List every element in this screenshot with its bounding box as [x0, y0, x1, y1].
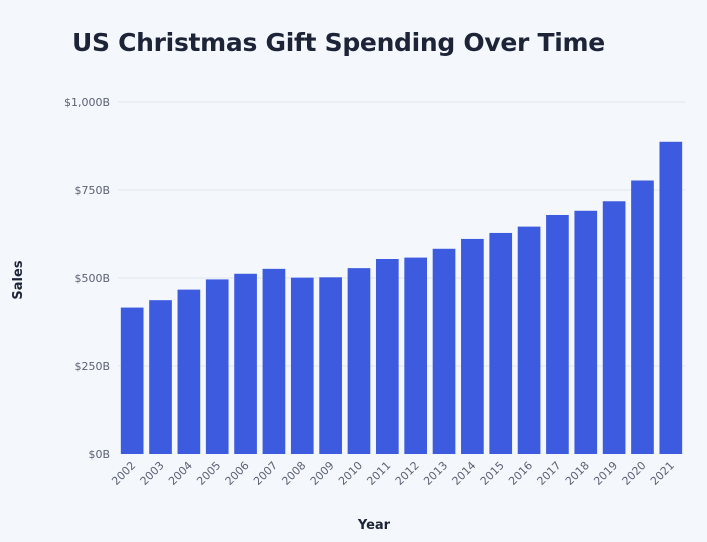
chart-title: US Christmas Gift Spending Over Time [72, 28, 605, 57]
bar-2014 [461, 238, 484, 454]
x-tick-label: 2021 [648, 459, 677, 488]
bar-2002 [120, 307, 144, 454]
bar-2018 [574, 210, 598, 454]
y-tick-label: $250B [74, 360, 110, 373]
x-tick-label: 2014 [450, 459, 479, 488]
x-tick-label: 2007 [251, 459, 280, 488]
x-tick-label: 2016 [506, 459, 535, 488]
x-tick-label: 2005 [194, 459, 223, 488]
x-axis-ticks: 2002 2003 2004 2005 2006 2007 2008 2009 2010 2011… [109, 459, 677, 488]
y-axis-ticks: $0B $250B $500B $750B $1,000B [64, 96, 110, 461]
bar-2003 [149, 300, 172, 454]
x-tick-label: 2015 [478, 459, 507, 488]
bar-2005 [205, 279, 229, 454]
bar-2011 [375, 258, 399, 454]
x-tick-label: 2002 [109, 459, 138, 488]
y-tick-label: $500B [74, 272, 110, 285]
x-tick-label: 2004 [166, 459, 195, 488]
bar-2015 [489, 232, 513, 454]
y-tick-label: $1,000B [64, 96, 110, 109]
bar-2009 [319, 277, 342, 454]
bar-2021 [659, 141, 683, 454]
bar-2006 [234, 273, 257, 454]
bar-2016 [517, 226, 541, 454]
bar-2010 [347, 268, 371, 454]
bar-2012 [404, 257, 428, 454]
bars [120, 141, 683, 454]
bar-2013 [432, 248, 456, 454]
y-tick-label: $750B [74, 184, 110, 197]
x-tick-label: 2008 [279, 459, 308, 488]
x-tick-label: 2006 [223, 459, 252, 488]
bar-2004 [177, 289, 201, 454]
x-tick-label: 2013 [421, 459, 450, 488]
y-tick-label: $0B [88, 448, 110, 461]
x-tick-label: 2012 [393, 459, 422, 488]
x-tick-label: 2003 [138, 459, 167, 488]
x-tick-label: 2019 [591, 459, 620, 488]
y-axis-label: Sales [11, 260, 26, 299]
x-tick-label: 2020 [620, 459, 649, 488]
gridlines [118, 101, 685, 367]
bar-2017 [546, 214, 569, 454]
x-tick-label: 2018 [563, 459, 592, 488]
bar-2020 [631, 180, 654, 454]
x-tick-label: 2010 [336, 459, 365, 488]
x-tick-label: 2009 [308, 459, 337, 488]
bar-2007 [262, 268, 286, 454]
x-tick-label: 2011 [364, 459, 393, 488]
x-axis-label: Year [357, 518, 391, 533]
bar-2008 [290, 277, 314, 454]
x-tick-label: 2017 [535, 459, 564, 488]
bar-2019 [602, 201, 626, 454]
